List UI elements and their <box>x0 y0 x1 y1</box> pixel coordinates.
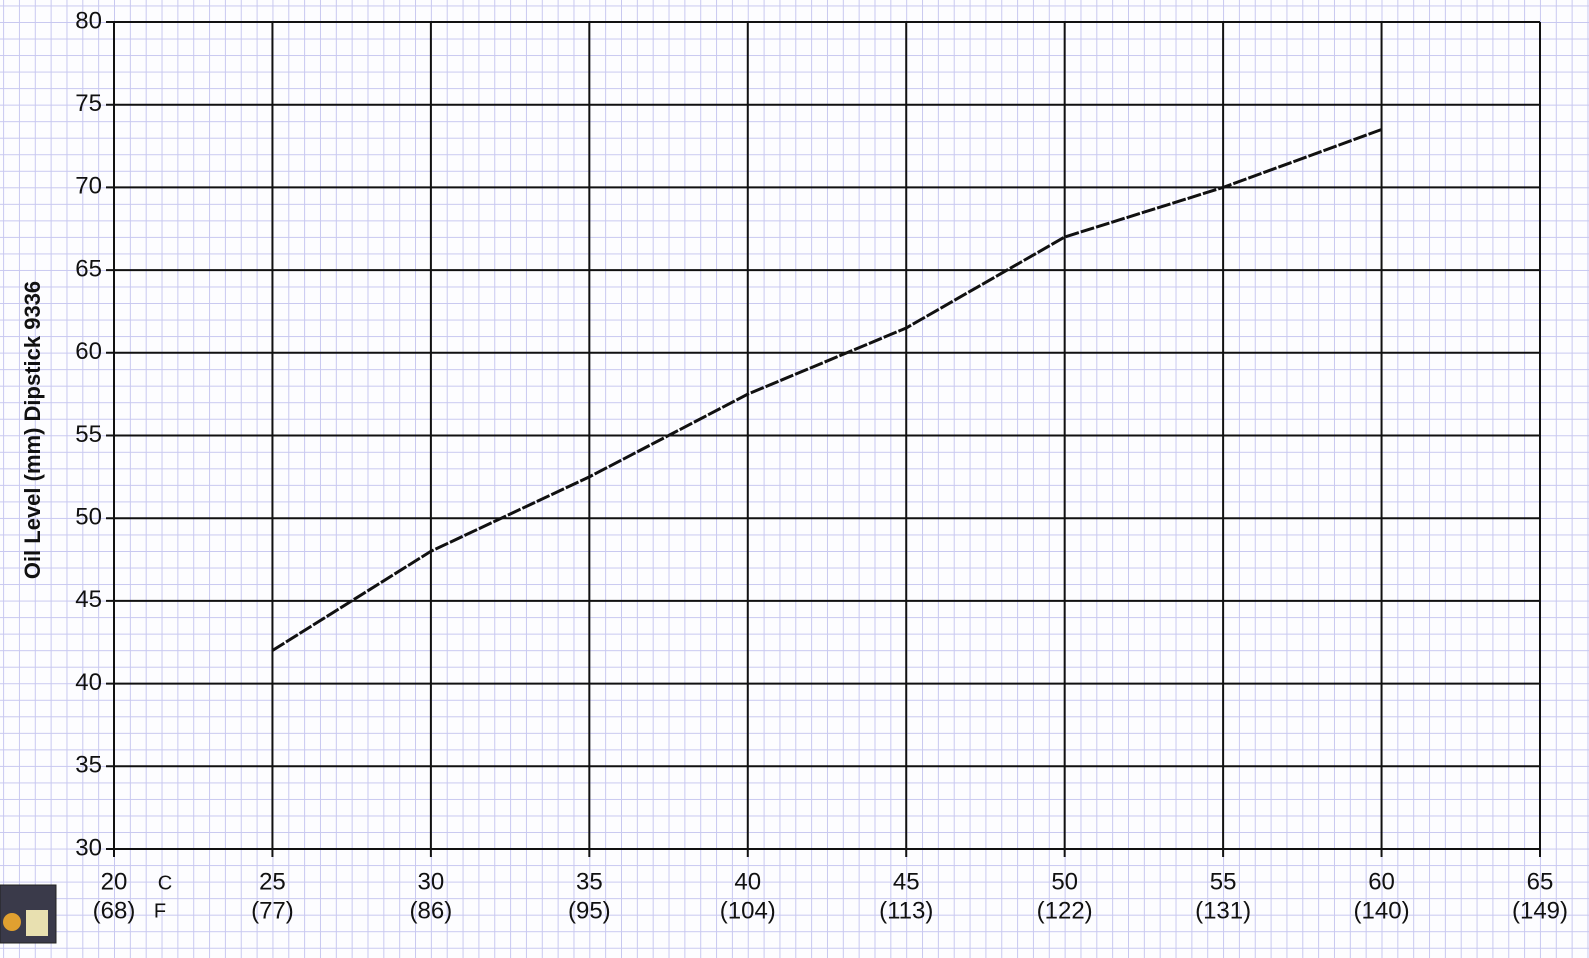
y-tick-label: 75 <box>75 90 102 117</box>
x-tick-sublabel: (95) <box>568 897 611 924</box>
x-tick-sublabel: (104) <box>720 897 776 924</box>
y-tick-label: 60 <box>75 338 102 365</box>
y-tick-label: 70 <box>75 173 102 200</box>
x-subunit: F <box>154 900 166 922</box>
x-tick-label: 20 <box>101 868 128 895</box>
taskbar-icon <box>0 884 57 944</box>
x-tick-sublabel: (68) <box>93 897 136 924</box>
x-tick-sublabel: (77) <box>251 897 294 924</box>
y-tick-label: 55 <box>75 421 102 448</box>
y-axis-label: Oil Level (mm) Dipstick 9336 <box>20 281 45 579</box>
y-tick-label: 65 <box>75 255 102 282</box>
x-tick-label: 45 <box>893 868 920 895</box>
x-tick-label: 40 <box>734 868 761 895</box>
data-line <box>271 128 1383 652</box>
x-tick-label: 65 <box>1527 868 1554 895</box>
x-tick-sublabel: (131) <box>1195 897 1251 924</box>
x-tick-sublabel: (86) <box>410 897 453 924</box>
x-unit: C <box>158 872 172 894</box>
y-tick-label: 80 <box>75 7 102 34</box>
y-tick-label: 40 <box>75 669 102 696</box>
x-tick-label: 30 <box>418 868 445 895</box>
x-tick-sublabel: (140) <box>1354 897 1410 924</box>
x-tick-sublabel: (113) <box>879 897 933 924</box>
y-tick-label: 45 <box>75 586 102 613</box>
x-tick-sublabel: (149) <box>1512 897 1568 924</box>
x-tick-label: 25 <box>259 868 286 895</box>
y-tick-label: 30 <box>75 834 102 861</box>
x-tick-label: 50 <box>1051 868 1078 895</box>
y-tick-label: 35 <box>75 752 102 779</box>
x-tick-label: 35 <box>576 868 603 895</box>
y-tick-label: 50 <box>75 504 102 531</box>
x-tick-sublabel: (122) <box>1037 897 1093 924</box>
x-tick-label: 60 <box>1368 868 1395 895</box>
x-tick-label: 55 <box>1210 868 1237 895</box>
